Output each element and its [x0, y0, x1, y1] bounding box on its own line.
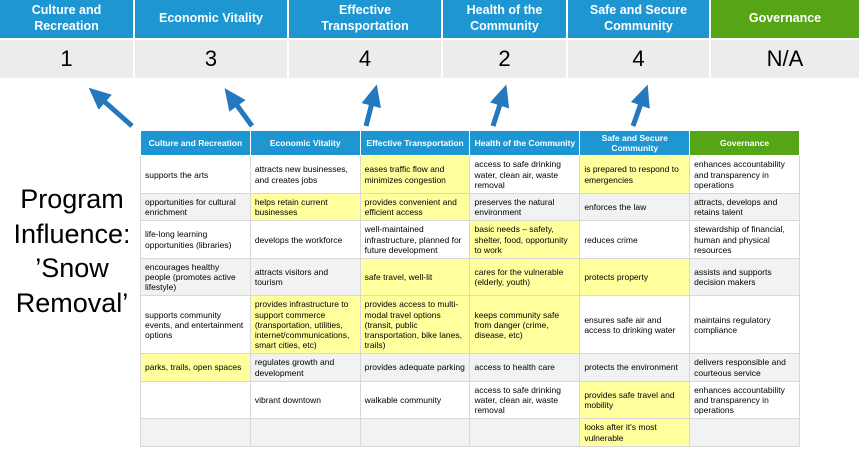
matrix-cell: reduces crime — [579, 220, 691, 259]
matrix-cell-highlighted: keeps community safe from danger (crime,… — [469, 295, 581, 355]
matrix-cell-highlighted: provides infrastructure to support comme… — [249, 295, 361, 355]
matrix-cell: protects the environment — [579, 353, 691, 382]
matrix-cell: stewardship of financial, human and phys… — [689, 220, 800, 259]
matrix-header: Governance — [689, 129, 800, 157]
score-culture-and-recreation: 1 — [0, 40, 133, 78]
score-arrows — [88, 84, 650, 128]
matrix-cell: enforces the law — [579, 192, 691, 222]
matrix-cell: supports community events, and entertain… — [140, 295, 251, 355]
matrix-cell — [359, 418, 471, 447]
matrix-cell-highlighted: basic needs – safety, shelter, food, opp… — [469, 220, 581, 259]
matrix-cell: life-long learning opportunities (librar… — [140, 220, 251, 259]
pillar-governance: Governance — [711, 0, 859, 38]
matrix-cell: enhances accountability and transparency… — [689, 380, 800, 420]
pillar-health-of-the-community: Health of the Community — [443, 0, 566, 38]
program-label-line: Influence: — [13, 218, 131, 249]
arrow-health-icon — [490, 84, 510, 127]
matrix-header: Economic Vitality — [249, 129, 361, 157]
matrix-cell: assists and supports decision makers — [689, 257, 800, 297]
matrix-cell-highlighted: provides access to multi-modal travel op… — [359, 295, 471, 355]
pillar-safe-and-secure-community: Safe and Secure Community — [568, 0, 709, 38]
matrix-header: Health of the Community — [469, 129, 581, 157]
pillar-economic-vitality: Economic Vitality — [135, 0, 287, 38]
arrow-culture-icon — [88, 87, 134, 128]
matrix-cell: vibrant downtown — [249, 380, 361, 420]
matrix-cell: maintains regulatory compliance — [689, 295, 800, 355]
pillar-header-row: Culture and Recreation Economic Vitality… — [0, 0, 859, 38]
influence-matrix: Culture and Recreation Economic Vitality E… — [140, 129, 800, 447]
program-influence-label: Program Influence: ’Snow Removal’ — [2, 182, 142, 320]
matrix-cell — [249, 418, 361, 447]
matrix-cell: delivers responsible and courteous servi… — [689, 353, 800, 382]
matrix-cell: ensures safe air and access to drinking … — [579, 295, 691, 355]
program-label-line: Removal’ — [15, 287, 129, 318]
program-label-line: Program — [20, 184, 124, 214]
matrix-cell: enhances accountability and transparency… — [689, 155, 800, 194]
matrix-cell-highlighted: protects property — [579, 257, 691, 297]
matrix-cell-highlighted: looks after it's most vulnerable — [579, 418, 691, 447]
score-effective-transportation: 4 — [289, 40, 441, 78]
score-safe-and-secure-community: 4 — [568, 40, 709, 78]
matrix-cell — [689, 418, 800, 447]
matrix-cell-highlighted: provides safe travel and mobility — [579, 380, 691, 420]
matrix-header: Effective Transportation — [359, 129, 471, 157]
matrix-cell: encourages healthy people (promotes acti… — [140, 257, 251, 297]
matrix-cell: access to safe drinking water, clean air… — [469, 155, 581, 194]
matrix-cell-highlighted: provides convenient and efficient access — [359, 192, 471, 222]
matrix-cell: attracts, develops and retains talent — [689, 192, 800, 222]
matrix-cell — [469, 418, 581, 447]
arrow-economic-icon — [224, 88, 255, 128]
matrix-cell-highlighted: cares for the vulnerable (elderly, youth… — [469, 257, 581, 297]
matrix-cell: preserves the natural environment — [469, 192, 581, 222]
matrix-cell: develops the workforce — [249, 220, 361, 259]
matrix-cell: opportunities for cultural enrichment — [140, 192, 251, 222]
score-health-of-the-community: 2 — [443, 40, 566, 78]
matrix-cell: provides adequate parking — [359, 353, 471, 382]
matrix-cell: well-maintained infrastructure, planned … — [359, 220, 471, 259]
matrix-cell: regulates growth and development — [249, 353, 361, 382]
score-governance: N/A — [711, 40, 859, 78]
matrix-header: Culture and Recreation — [140, 129, 251, 157]
score-economic-vitality: 3 — [135, 40, 287, 78]
program-label-line: ’Snow — [35, 253, 109, 284]
pillar-effective-transportation: Effective Transportation — [289, 0, 441, 38]
matrix-header: Safe and Secure Community — [579, 129, 691, 157]
matrix-cell-highlighted: parks, trails, open spaces — [140, 353, 251, 382]
matrix-cell: attracts visitors and tourism — [249, 257, 361, 297]
matrix-cell-highlighted: eases traffic flow and minimizes congest… — [359, 155, 471, 194]
matrix-cell: access to health care — [469, 353, 581, 382]
matrix-cell-highlighted: helps retain current businesses — [249, 192, 361, 222]
matrix-cell — [140, 418, 251, 447]
score-row: 1 3 4 2 4 N/A — [0, 40, 859, 78]
matrix-cell: access to safe drinking water, clean air… — [469, 380, 581, 420]
matrix-cell: walkable community — [359, 380, 471, 420]
matrix-cell: attracts new businesses, and creates job… — [249, 155, 361, 194]
matrix-cell — [140, 380, 251, 420]
arrow-safe-icon — [630, 84, 650, 127]
matrix-cell-highlighted: is prepared to respond to emergencies — [579, 155, 691, 194]
pillar-culture-and-recreation: Culture and Recreation — [0, 0, 133, 38]
arrow-transportation-icon — [361, 84, 381, 127]
matrix-cell-highlighted: safe travel, well-lit — [359, 257, 471, 297]
matrix-cell: supports the arts — [140, 155, 251, 194]
